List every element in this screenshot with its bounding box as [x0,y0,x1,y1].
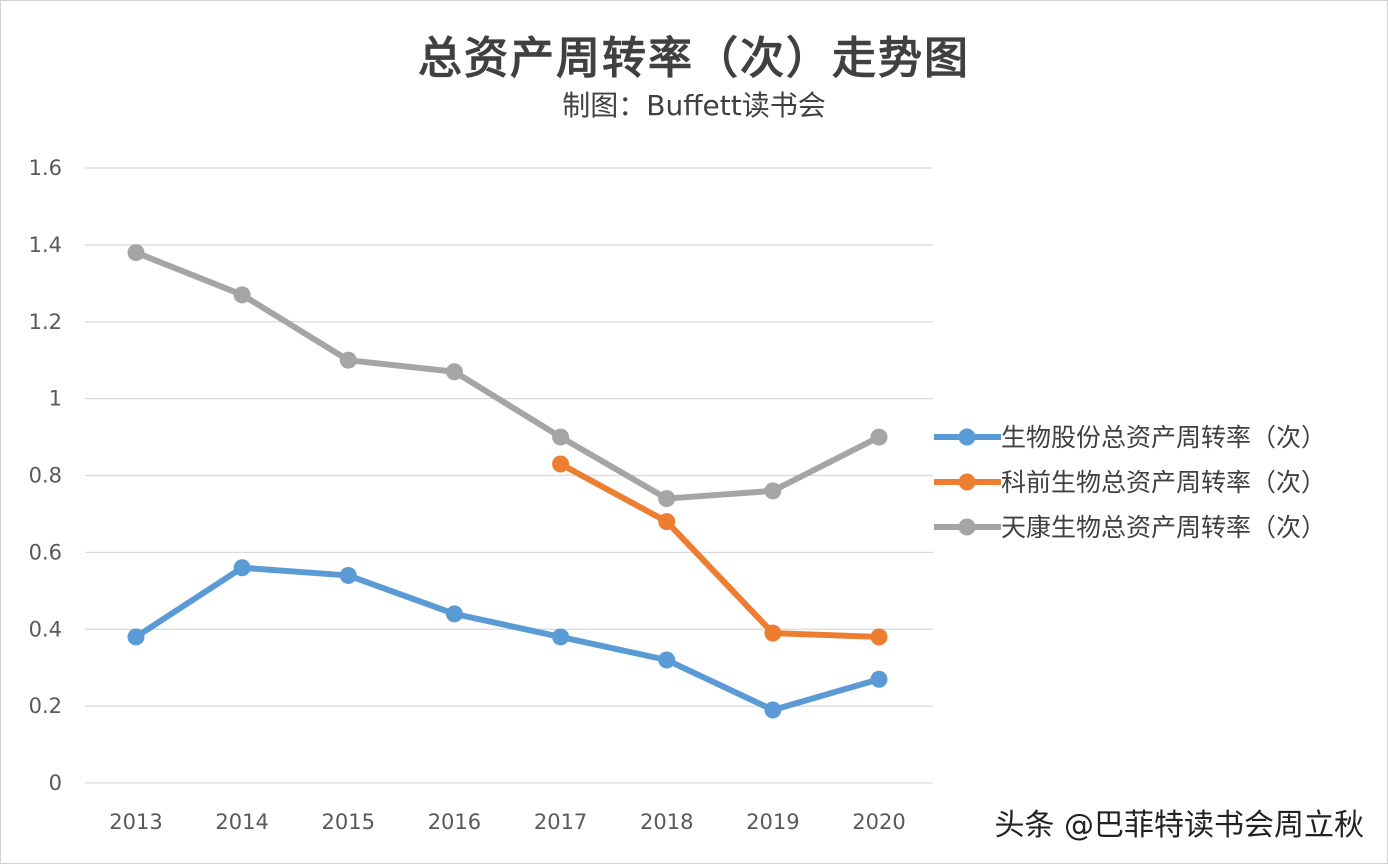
series-0-line [133,564,882,713]
y-tick-label-1: 0.2 [29,694,62,718]
watermark-text: 头条 @巴菲特读书会周立秋 [994,808,1364,843]
series-0-point-2018 [658,651,676,669]
series-1-point-2017 [552,455,570,473]
series-2-point-2017 [552,428,570,446]
y-tick-label-3: 0.6 [29,540,62,564]
series-1-line [557,460,882,640]
x-tick-label-2015: 2015 [322,810,375,834]
series-1-point-2020 [870,628,888,646]
grid-lines [85,167,933,784]
series-0 [127,559,888,719]
x-tick-label-2019: 2019 [746,810,799,834]
legend-label-0: 生物股份总资产周转率（次） [1001,423,1326,452]
y-tick-label-5: 1 [49,387,62,411]
legend-swatch-marker-1 [958,473,976,491]
legend-label-1: 科前生物总资产周转率（次） [1001,468,1326,497]
series-lines [127,244,888,719]
series-0-point-2019 [764,701,782,719]
series-2 [127,244,888,508]
chart-subtitle: 制图：Buffett读书会 [562,89,826,122]
chart-title: 总资产周转率（次）走势图 [418,33,970,84]
y-tick-label-6: 1.2 [29,310,62,334]
series-1-point-2018 [658,513,676,531]
series-0-point-2015 [339,566,357,584]
y-tick-label-8: 1.6 [29,156,62,180]
legend-label-2: 天康生物总资产周转率（次） [1001,513,1326,542]
x-tick-label-2014: 2014 [215,810,268,834]
x-tick-label-2016: 2016 [428,810,481,834]
x-tick-label-2017: 2017 [534,810,587,834]
series-2-point-2020 [870,428,888,446]
series-1 [552,455,888,646]
series-0-point-2017 [552,628,570,646]
series-2-point-2014 [233,286,251,304]
series-0-point-2014 [233,559,251,577]
y-tick-label-7: 1.4 [29,233,62,257]
legend-swatch-marker-0 [958,428,976,446]
y-axis-tick-labels: 0 0.2 0.4 0.6 0.8 1 1.2 1.4 1.6 [29,156,62,795]
series-2-point-2018 [658,490,676,508]
series-0-point-2020 [870,670,888,688]
y-tick-label-0: 0 [49,771,62,795]
x-axis-tick-labels: 2013 2014 2015 2016 2017 2018 2019 2020 [109,810,905,834]
series-1-point-2019 [764,624,782,642]
legend-swatch-marker-2 [958,518,976,536]
series-2-line [133,249,882,502]
series-2-point-2013 [127,244,145,262]
series-0-point-2013 [127,628,145,646]
y-tick-label-4: 0.8 [29,464,62,488]
x-tick-label-2020: 2020 [852,810,905,834]
series-2-point-2019 [764,482,782,500]
x-tick-label-2018: 2018 [640,810,693,834]
y-tick-label-2: 0.4 [29,617,62,641]
series-2-point-2015 [339,351,357,369]
legend: 生物股份总资产周转率（次） 科前生物总资产周转率（次） 天康生物总资产周转率（次） [934,423,1326,542]
x-tick-label-2013: 2013 [109,810,162,834]
series-0-point-2016 [445,605,463,623]
series-2-point-2016 [445,363,463,381]
